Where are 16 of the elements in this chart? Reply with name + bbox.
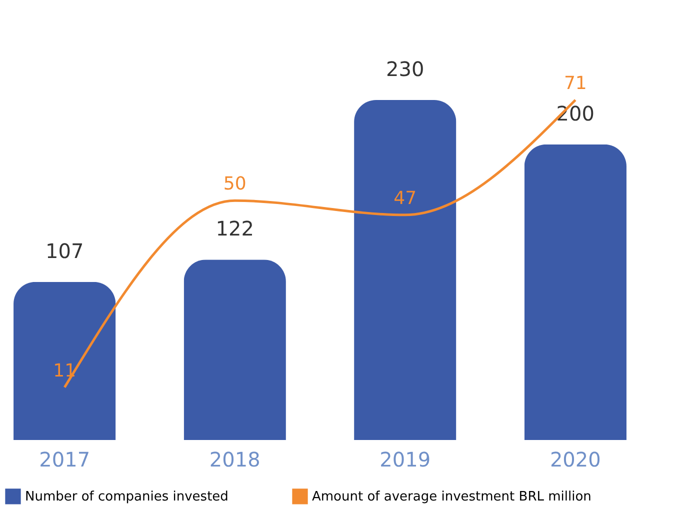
x-tick-label: 2018 [209,448,260,472]
x-tick-label: 2020 [550,448,601,472]
data-label: 71 [564,73,587,94]
x-tick-label: 2019 [380,448,431,472]
legend-label: Number of companies invested [25,489,228,504]
bar [184,260,286,440]
data-label: 122 [216,216,254,241]
data-label: 230 [386,57,424,81]
legend-label: Amount of average investment BRL million [312,489,592,504]
bar [14,282,116,440]
bar [354,100,456,440]
data-label: 50 [223,174,246,195]
data-label: 107 [46,238,84,263]
data-label: 47 [394,188,417,209]
bar [524,144,626,440]
x-tick-label: 2017 [39,448,90,472]
